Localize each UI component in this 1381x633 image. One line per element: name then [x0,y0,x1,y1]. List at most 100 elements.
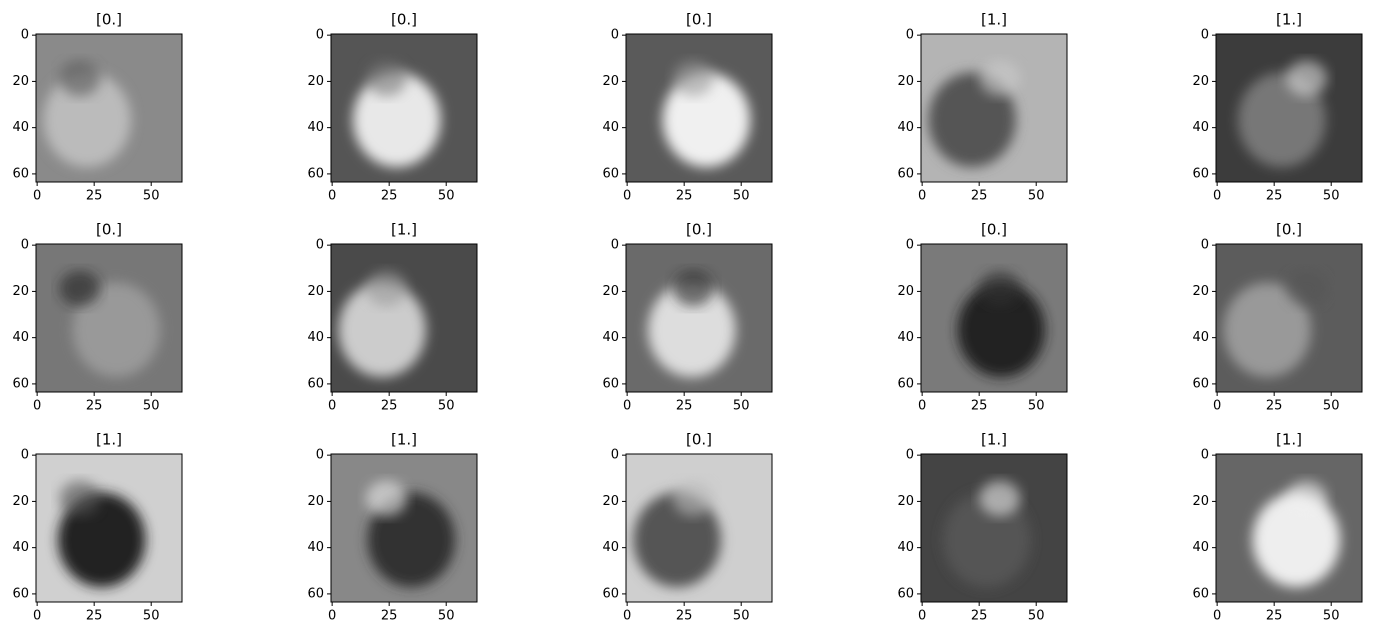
image-content [36,454,182,602]
image [626,244,772,392]
y-tick-label: 0 [906,28,914,43]
x-tick-label: 50 [143,189,160,204]
subplot-title: [0.] [96,221,122,239]
image-content [921,454,1067,602]
axes-frame [625,33,773,183]
x-tick-label: 25 [1266,609,1283,624]
x-tick-label: 25 [971,399,988,414]
image-content [626,454,772,602]
x-tick-label: 25 [381,399,398,414]
image-highlight [672,270,714,307]
y-tick-label: 40 [602,330,619,345]
x-tick-label: 0 [623,399,631,414]
image-content [626,244,772,392]
x-tick-label: 0 [328,609,336,624]
image-content [921,244,1067,392]
y-tick-label: 20 [12,74,29,89]
image-highlight [1286,60,1327,97]
y-tick-label: 20 [897,284,914,299]
x-tick-label: 0 [328,189,336,204]
y-tick-label: 20 [307,284,324,299]
x-tick-label: 50 [1323,609,1340,624]
y-tick-label: 0 [316,238,324,253]
image-highlight [366,60,407,97]
x-tick-label: 25 [1266,399,1283,414]
y-tick-label: 40 [12,120,29,135]
image-highlight [672,60,714,97]
y-tick-label: 0 [611,448,619,463]
x-tick-label: 0 [918,609,926,624]
y-tick-label: 60 [602,166,619,181]
image [921,454,1067,602]
image-subject [633,492,721,588]
image-subject [662,72,751,168]
x-tick-label: 50 [1323,189,1340,204]
x-tick-label: 0 [328,399,336,414]
image [36,34,182,182]
axes-frame [330,453,478,603]
y-tick-label: 20 [897,494,914,509]
image-content [1216,454,1362,602]
image-content [331,244,477,392]
y-tick-label: 0 [316,28,324,43]
image-subject [1223,282,1311,378]
axes-frame [35,453,183,603]
axes-frame [1215,33,1363,183]
y-tick-label: 40 [1192,540,1209,555]
y-tick-label: 60 [897,586,914,601]
x-tick-label: 25 [1266,189,1283,204]
image-subject [928,72,1016,168]
y-tick-label: 60 [897,166,914,181]
x-tick-label: 25 [86,189,103,204]
subplot-title: [1.] [981,431,1007,449]
axes-frame [1215,453,1363,603]
y-tick-label: 40 [897,330,914,345]
y-tick-label: 60 [307,376,324,391]
y-tick-label: 40 [897,540,914,555]
image-highlight [979,270,1021,307]
image-content [921,34,1067,182]
y-tick-label: 0 [611,28,619,43]
y-tick-label: 40 [897,120,914,135]
y-tick-label: 40 [307,120,324,135]
x-tick-label: 25 [676,609,693,624]
y-tick-label: 40 [307,330,324,345]
y-tick-label: 40 [307,540,324,555]
subplot-title: [1.] [391,221,417,239]
y-tick-label: 20 [897,74,914,89]
image [921,34,1067,182]
image-subject [957,282,1046,378]
y-tick-label: 40 [1192,330,1209,345]
subplot-title: [1.] [1276,11,1302,29]
image [1216,454,1362,602]
image-highlight [672,480,714,517]
image [36,244,182,392]
y-tick-label: 0 [1201,28,1209,43]
image [1216,34,1362,182]
subplot-title: [0.] [96,11,122,29]
y-tick-label: 60 [897,376,914,391]
y-tick-label: 20 [307,74,324,89]
x-tick-label: 25 [971,189,988,204]
y-tick-label: 60 [1192,376,1209,391]
image-highlight [1286,270,1327,307]
y-tick-label: 60 [602,586,619,601]
x-tick-label: 0 [1213,399,1221,414]
x-tick-label: 50 [733,399,750,414]
image-highlight [59,270,101,307]
image-highlight [366,270,407,307]
subplot-title: [0.] [1276,221,1302,239]
image-highlight [59,480,101,517]
x-tick-label: 50 [143,399,160,414]
image-subject [647,282,736,378]
x-tick-label: 50 [438,189,455,204]
y-tick-label: 20 [12,284,29,299]
x-tick-label: 0 [918,189,926,204]
x-tick-label: 50 [1028,609,1045,624]
image-content [626,34,772,182]
subplot-title: [0.] [686,221,712,239]
axes-frame [920,243,1068,393]
x-tick-label: 25 [381,189,398,204]
y-tick-label: 40 [602,540,619,555]
